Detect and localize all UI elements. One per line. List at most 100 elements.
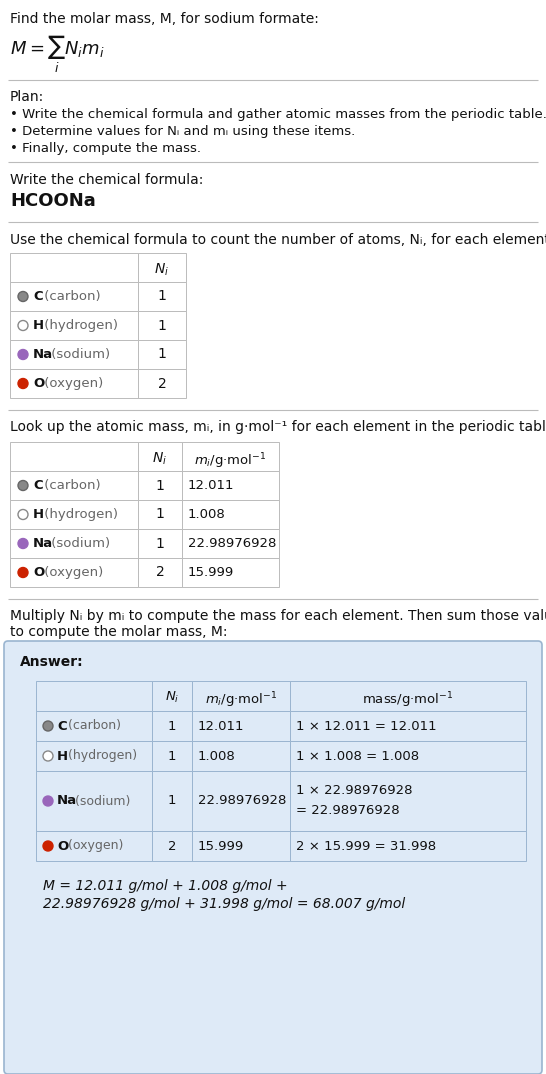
Text: (sodium): (sodium) xyxy=(47,537,110,550)
Text: 1: 1 xyxy=(168,795,176,808)
Text: (carbon): (carbon) xyxy=(64,720,121,732)
Text: C: C xyxy=(57,720,67,732)
Text: 1: 1 xyxy=(168,750,176,763)
Bar xyxy=(182,500,279,529)
Text: $N_i$: $N_i$ xyxy=(165,690,179,706)
Bar xyxy=(182,442,279,471)
Text: (oxygen): (oxygen) xyxy=(64,840,123,853)
Bar xyxy=(10,369,138,398)
Bar xyxy=(10,253,138,282)
Text: (oxygen): (oxygen) xyxy=(40,377,103,390)
Bar xyxy=(152,681,192,711)
Circle shape xyxy=(18,538,28,549)
Bar xyxy=(10,529,138,558)
Text: Plan:: Plan: xyxy=(10,90,44,104)
Text: Find the molar mass, M, for sodium formate:: Find the molar mass, M, for sodium forma… xyxy=(10,12,319,26)
Text: • Write the chemical formula and gather atomic masses from the periodic table.: • Write the chemical formula and gather … xyxy=(10,108,546,121)
Text: 12.011: 12.011 xyxy=(198,720,245,732)
Text: 1: 1 xyxy=(156,537,164,551)
Bar xyxy=(152,741,192,771)
Bar xyxy=(182,529,279,558)
Bar xyxy=(36,771,152,831)
Text: H: H xyxy=(33,508,44,521)
Text: 1: 1 xyxy=(158,319,167,333)
Text: Write the chemical formula:: Write the chemical formula: xyxy=(10,173,203,187)
FancyBboxPatch shape xyxy=(4,641,542,1074)
Text: 2: 2 xyxy=(158,377,167,391)
Bar xyxy=(138,500,182,529)
Bar xyxy=(192,831,290,861)
Bar xyxy=(182,558,279,587)
Text: 1: 1 xyxy=(156,508,164,522)
Text: Look up the atomic mass, mᵢ, in g·mol⁻¹ for each element in the periodic table:: Look up the atomic mass, mᵢ, in g·mol⁻¹ … xyxy=(10,420,546,434)
Text: Answer:: Answer: xyxy=(20,655,84,669)
Bar xyxy=(10,340,138,369)
Bar xyxy=(138,340,186,369)
Text: 2: 2 xyxy=(168,840,176,853)
Circle shape xyxy=(18,320,28,331)
Bar xyxy=(138,311,186,340)
Text: M = 12.011 g/mol + 1.008 g/mol +: M = 12.011 g/mol + 1.008 g/mol + xyxy=(43,879,288,892)
Text: mass/g·mol$^{-1}$: mass/g·mol$^{-1}$ xyxy=(362,690,454,710)
Bar xyxy=(10,471,138,500)
Bar xyxy=(138,253,186,282)
Text: 12.011: 12.011 xyxy=(188,479,234,492)
Text: 1: 1 xyxy=(158,348,167,362)
Text: HCOONa: HCOONa xyxy=(10,192,96,211)
Text: $N_i$: $N_i$ xyxy=(152,451,168,467)
Bar xyxy=(192,771,290,831)
Circle shape xyxy=(43,841,53,851)
Text: to compute the molar mass, M:: to compute the molar mass, M: xyxy=(10,625,228,639)
Text: O: O xyxy=(33,566,44,579)
Bar xyxy=(138,442,182,471)
Bar xyxy=(152,711,192,741)
Text: • Finally, compute the mass.: • Finally, compute the mass. xyxy=(10,142,201,155)
Bar xyxy=(290,771,526,831)
Bar xyxy=(290,741,526,771)
Bar xyxy=(290,711,526,741)
Text: Multiply Nᵢ by mᵢ to compute the mass for each element. Then sum those values: Multiply Nᵢ by mᵢ to compute the mass fo… xyxy=(10,609,546,623)
Text: 15.999: 15.999 xyxy=(188,566,234,579)
Text: Na: Na xyxy=(33,348,53,361)
Text: (sodium): (sodium) xyxy=(71,795,130,808)
Bar xyxy=(138,558,182,587)
Text: = 22.98976928: = 22.98976928 xyxy=(296,804,400,817)
Text: 1: 1 xyxy=(156,479,164,493)
Bar xyxy=(36,681,152,711)
Text: H: H xyxy=(33,319,44,332)
Circle shape xyxy=(18,509,28,520)
Bar xyxy=(10,311,138,340)
Text: 1.008: 1.008 xyxy=(198,750,236,763)
Bar xyxy=(10,558,138,587)
Text: $M = \sum_i N_i m_i$: $M = \sum_i N_i m_i$ xyxy=(10,34,104,75)
Bar xyxy=(152,771,192,831)
Bar xyxy=(138,369,186,398)
Text: H: H xyxy=(57,750,68,763)
Text: Use the chemical formula to count the number of atoms, Nᵢ, for each element:: Use the chemical formula to count the nu… xyxy=(10,233,546,247)
Bar xyxy=(10,500,138,529)
Text: • Determine values for Nᵢ and mᵢ using these items.: • Determine values for Nᵢ and mᵢ using t… xyxy=(10,125,355,137)
Text: (hydrogen): (hydrogen) xyxy=(64,750,137,763)
Bar xyxy=(182,471,279,500)
Text: 1: 1 xyxy=(168,720,176,732)
Text: (hydrogen): (hydrogen) xyxy=(40,319,118,332)
Text: Na: Na xyxy=(57,795,77,808)
Text: (carbon): (carbon) xyxy=(40,290,100,303)
Bar xyxy=(10,282,138,311)
Text: 1 × 12.011 = 12.011: 1 × 12.011 = 12.011 xyxy=(296,720,437,732)
Text: C: C xyxy=(33,290,43,303)
Bar xyxy=(10,442,138,471)
Bar xyxy=(36,711,152,741)
Text: $m_i$/g·mol$^{-1}$: $m_i$/g·mol$^{-1}$ xyxy=(205,690,277,710)
Text: 1 × 1.008 = 1.008: 1 × 1.008 = 1.008 xyxy=(296,750,419,763)
Text: (carbon): (carbon) xyxy=(40,479,100,492)
Text: 2: 2 xyxy=(156,566,164,580)
Text: C: C xyxy=(33,479,43,492)
Circle shape xyxy=(43,796,53,806)
Bar xyxy=(36,831,152,861)
Bar xyxy=(192,681,290,711)
Circle shape xyxy=(18,567,28,578)
Text: (sodium): (sodium) xyxy=(47,348,110,361)
Circle shape xyxy=(18,349,28,360)
Text: O: O xyxy=(57,840,68,853)
